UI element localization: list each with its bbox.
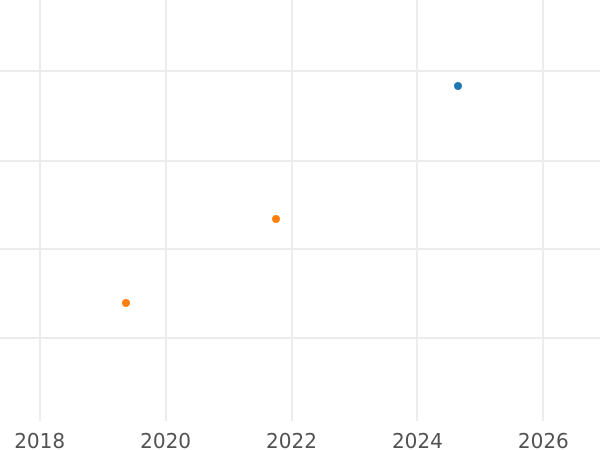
- v-gridline: [416, 0, 419, 422]
- h-gridline: [0, 70, 600, 73]
- x-tick-label: 2024: [391, 429, 443, 450]
- h-gridline: [0, 160, 600, 163]
- v-gridline: [542, 0, 545, 422]
- x-tick-label: 2022: [266, 429, 317, 450]
- x-tick-label: 2026: [517, 429, 569, 450]
- h-gridline: [0, 336, 600, 339]
- x-tick-label: 2018: [14, 429, 66, 450]
- v-gridline: [290, 0, 293, 422]
- v-gridline: [38, 0, 41, 422]
- x-tick-label: 2020: [140, 429, 192, 450]
- data-point-series-1: [453, 81, 462, 90]
- data-point-series-2: [271, 214, 280, 223]
- data-point-series-2: [121, 298, 130, 307]
- v-gridline: [164, 0, 167, 422]
- h-gridline: [0, 248, 600, 251]
